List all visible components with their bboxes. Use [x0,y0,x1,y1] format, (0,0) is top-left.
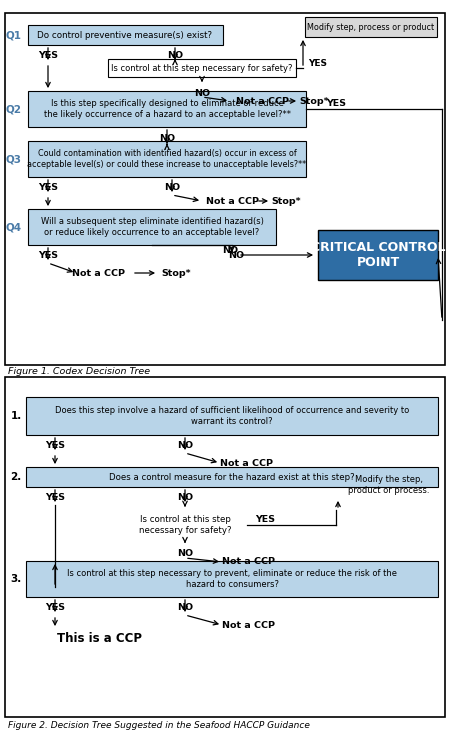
Bar [318,230,438,280]
Bar [28,141,306,177]
Text: NO: NO [164,182,180,192]
Text: Q2: Q2 [6,104,22,114]
Text: CRITICAL CONTROL
POINT: CRITICAL CONTROL POINT [311,241,445,269]
Bar [108,59,296,77]
Text: Modify step, process or product: Modify step, process or product [307,23,435,32]
Text: 2.: 2. [10,472,22,482]
Text: This is a CCP: This is a CCP [57,633,142,645]
Text: YES: YES [38,51,58,60]
Text: Q4: Q4 [6,222,22,232]
Text: Stop*: Stop* [271,196,301,206]
Text: Does a control measure for the hazard exist at this step?: Does a control measure for the hazard ex… [109,473,355,481]
Text: NO: NO [177,603,193,612]
Text: NO: NO [167,51,183,60]
Bar [28,209,276,245]
Text: Not a CCP: Not a CCP [206,196,258,206]
Text: Does this step involve a hazard of sufficient likelihood of occurrence and sever: Does this step involve a hazard of suffi… [55,406,409,426]
Text: Modify the step,
product or process.: Modify the step, product or process. [348,476,430,495]
Text: NO: NO [159,134,175,143]
Text: YES: YES [326,98,346,107]
Text: Not a CCP: Not a CCP [235,96,288,106]
Text: Q1: Q1 [6,30,22,40]
Text: Is control at this step necessary to prevent, eliminate or reduce the risk of th: Is control at this step necessary to pre… [67,570,397,589]
Text: YES: YES [38,182,58,192]
Bar [26,397,438,435]
Text: 1.: 1. [10,411,22,421]
Text: Not a CCP: Not a CCP [72,268,125,278]
Bar [5,13,445,365]
Text: Is control at this step necessary for safety?: Is control at this step necessary for sa… [111,63,293,73]
Bar [26,467,438,487]
Text: YES: YES [45,440,65,450]
Text: Stop*: Stop* [161,268,191,278]
Text: NO: NO [222,245,238,254]
Text: YES: YES [45,492,65,501]
Text: YES: YES [38,251,58,259]
Text: NO: NO [194,88,210,98]
Text: YES: YES [255,514,275,523]
Bar [26,561,438,597]
Text: Do control preventive measure(s) exist?: Do control preventive measure(s) exist? [37,30,212,40]
Text: NO: NO [177,492,193,501]
Text: Is control at this step
necessary for safety?: Is control at this step necessary for sa… [139,515,231,534]
Text: Figure 1. Codex Decision Tree: Figure 1. Codex Decision Tree [8,367,150,376]
Text: NO: NO [228,251,244,259]
Text: Not a CCP: Not a CCP [222,558,275,567]
Text: Not a CCP: Not a CCP [220,459,274,467]
Bar [5,377,445,717]
Text: 3.: 3. [10,574,22,584]
Text: NO: NO [177,440,193,450]
Bar [28,25,223,45]
Text: Q3: Q3 [6,154,22,164]
Bar [305,17,437,37]
Text: Figure 2. Decision Tree Suggested in the Seafood HACCP Guidance: Figure 2. Decision Tree Suggested in the… [8,720,310,730]
Text: YES: YES [309,59,328,68]
Text: Stop*: Stop* [299,96,329,106]
Text: Could contamination with identified hazard(s) occur in excess of
acceptable leve: Could contamination with identified haza… [27,149,306,169]
Text: YES: YES [45,603,65,612]
Text: Is this step specifically designed to eliminate or reduce
the likely occurrence : Is this step specifically designed to el… [44,99,291,118]
Bar [28,91,306,127]
Text: NO: NO [177,550,193,559]
Text: Not a CCP: Not a CCP [222,620,275,629]
Text: Will a subsequent step eliminate identified hazard(s)
or reduce likely occurrenc: Will a subsequent step eliminate identif… [40,218,263,237]
